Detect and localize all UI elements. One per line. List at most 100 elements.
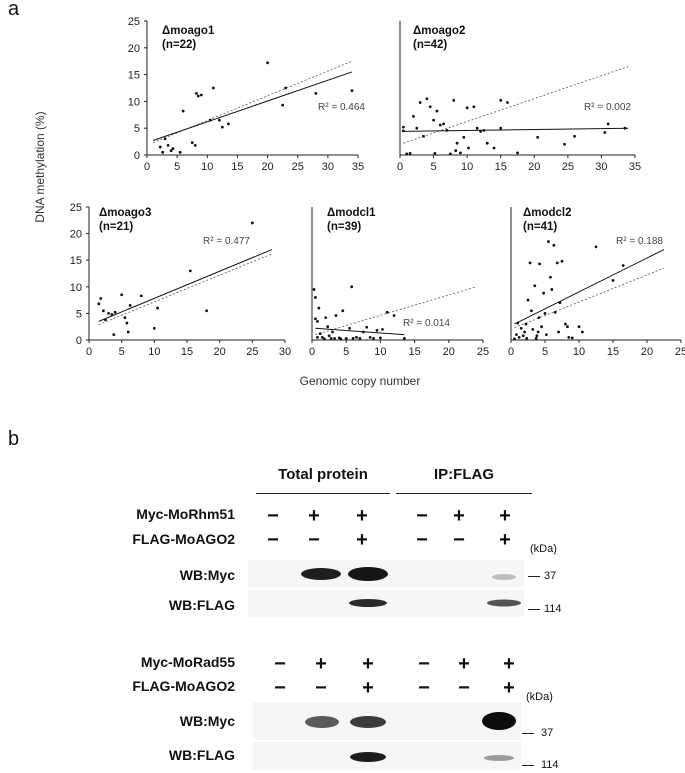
band-b2-myc-lane6 — [482, 712, 516, 730]
data-point — [318, 332, 322, 336]
data-point — [482, 128, 486, 132]
x-tick-label: 5 — [119, 346, 125, 358]
y-tick-label: 20 — [128, 43, 140, 55]
data-point — [611, 279, 615, 282]
data-point — [123, 316, 127, 320]
sign-b1-r2-l3: + — [356, 529, 368, 551]
r-squared-label: R² = 0.464 — [318, 102, 365, 113]
data-point — [350, 89, 354, 93]
band-b1-myc-lane3 — [348, 567, 388, 581]
data-point — [521, 334, 525, 338]
data-point — [166, 143, 170, 147]
data-point — [467, 146, 470, 150]
x-tick-label: 10 — [573, 346, 585, 358]
data-point — [331, 330, 334, 334]
data-point — [428, 105, 432, 109]
data-point — [99, 297, 103, 300]
data-point — [314, 91, 318, 95]
data-point — [281, 103, 285, 107]
data-point — [516, 321, 520, 325]
data-point — [188, 269, 192, 273]
sign-b2-r2-l4: − — [418, 677, 430, 699]
sign-b1-r1-l1: − — [267, 505, 279, 527]
kda-label-1: (kDa) — [530, 543, 557, 555]
y-tick-label: 15 — [128, 70, 140, 82]
data-point — [355, 335, 358, 339]
data-point — [552, 243, 556, 247]
sign-b2-r2-l6: + — [503, 677, 515, 699]
data-point — [372, 337, 375, 340]
data-point — [351, 337, 355, 340]
x-tick-label: 5 — [343, 346, 349, 358]
data-point — [211, 86, 215, 90]
band-b2-myc-lane3 — [350, 716, 386, 728]
y-tick-label: 5 — [134, 123, 140, 135]
y-tick-label: 10 — [128, 96, 140, 108]
data-point — [97, 302, 101, 306]
data-point — [536, 330, 540, 334]
data-point — [433, 151, 437, 155]
data-point — [516, 151, 519, 155]
x-tick-label: 10 — [461, 161, 473, 173]
data-point — [266, 61, 269, 65]
data-point — [479, 130, 482, 133]
data-point — [381, 327, 384, 331]
r-squared-label: R² = 0.014 — [403, 318, 450, 329]
x-tick-label: 15 — [231, 161, 243, 173]
y-tick-label: 25 — [70, 202, 82, 214]
panel-title: Δmoago2 — [413, 25, 465, 37]
regression-line — [315, 327, 405, 336]
data-point — [536, 135, 540, 139]
data-point — [171, 147, 175, 150]
data-point — [519, 326, 523, 330]
data-point — [515, 333, 518, 337]
y-tick-label: 25 — [128, 16, 140, 28]
data-point — [462, 135, 466, 139]
data-point — [524, 322, 528, 326]
data-point — [190, 141, 194, 145]
r-squared-label: R² = 0.002 — [584, 102, 631, 113]
band-b2-flag-lane3 — [350, 752, 386, 762]
data-point — [125, 321, 129, 325]
sign-b1-r1-l4: − — [416, 505, 428, 527]
data-point — [499, 126, 503, 130]
data-point — [485, 141, 489, 145]
data-point — [196, 94, 200, 98]
data-point — [465, 106, 469, 110]
sign-b2-r2-l1: − — [274, 677, 286, 699]
data-point — [220, 125, 224, 129]
mw-37-1: 37 — [544, 570, 557, 582]
total-protein-underline — [256, 493, 390, 494]
data-point — [385, 310, 389, 314]
data-point — [156, 306, 160, 310]
x-tick-label: 25 — [675, 346, 685, 358]
data-point — [567, 335, 571, 339]
sign-b2-r2-l3: + — [362, 677, 374, 699]
sign-b1-r1-l2: + — [308, 505, 320, 527]
data-point — [284, 86, 288, 90]
data-point — [442, 122, 446, 126]
data-point — [547, 240, 550, 243]
data-point — [375, 329, 379, 332]
data-point — [107, 312, 110, 315]
data-point — [623, 126, 627, 130]
data-point — [169, 149, 173, 153]
data-point — [334, 314, 338, 317]
x-tick-label: 30 — [322, 161, 334, 173]
x-tick-label: 10 — [201, 161, 213, 173]
sign-b1-r2-l5: − — [453, 529, 465, 551]
y-tick-label: 20 — [70, 229, 82, 241]
data-point — [475, 126, 479, 130]
data-point — [339, 337, 343, 341]
data-point — [226, 122, 230, 126]
sign-b2-r1-l3: + — [362, 653, 374, 675]
data-point — [316, 335, 319, 339]
data-point — [195, 91, 198, 95]
data-point — [250, 221, 254, 225]
data-point — [217, 118, 221, 122]
panel-n-label: (n=42) — [413, 39, 447, 51]
flag-moago2-label-2: FLAG-MoAGO2 — [132, 678, 235, 694]
data-point — [312, 288, 316, 291]
data-point — [603, 131, 607, 134]
x-tick-label: 35 — [629, 161, 641, 173]
